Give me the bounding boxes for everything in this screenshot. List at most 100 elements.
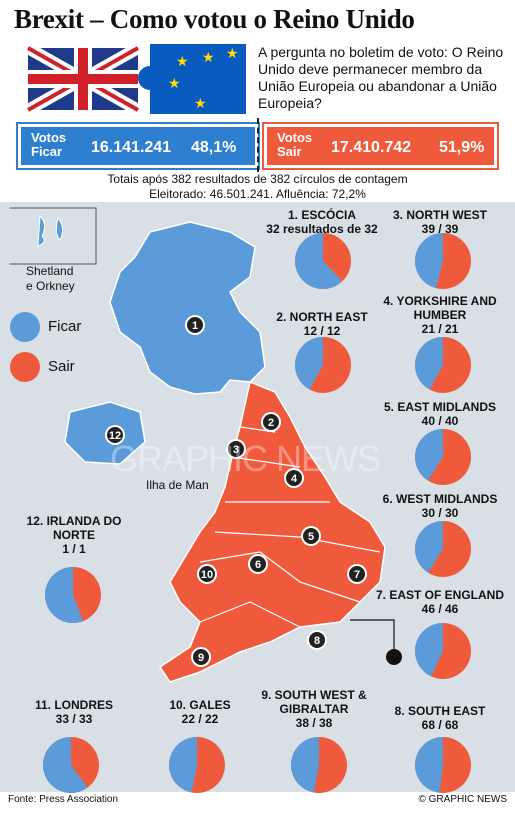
region-label-10: 10. GALES 22 / 22 [140,698,260,726]
summary-line-1: Totais após 382 resultados de 382 círcul… [107,172,408,186]
region-badge-8: 8 [314,635,320,647]
region-pie-3 [415,233,471,289]
region-pie-7 [415,623,471,679]
ballot-question: A pergunta no boletim de voto: O Reino U… [258,44,504,111]
region-name-1: 1. ESCÓCIA [287,208,356,222]
region-badge-2: 2 [268,417,274,429]
region-label-11: 11. LONDRES 33 / 33 [14,698,134,726]
leave-total: Votos Sair 17.410.742 51,9% [262,122,499,170]
region-label-12: 12. IRLANDA DO NORTE 1 / 1 [14,514,134,556]
pie-slice-remain-8 [414,737,443,793]
region-count-5: 40 / 40 [421,414,459,428]
region-pie-6 [415,521,471,577]
region-count-9: 38 / 38 [295,716,333,730]
region-name-10: 10. GALES [169,698,231,712]
region-label-8: 8. SOUTH EAST 68 / 68 [380,704,500,732]
region-name-9: 9. SOUTH WEST & GIBRALTAR [261,688,367,716]
region-label-3: 3. NORTH WEST 39 / 39 [380,208,500,236]
leave-label-2: Sair [277,144,302,159]
region-name-2: 2. NORTH EAST [276,310,368,324]
remain-total: Votos Ficar 16.141.241 48,1% [16,122,260,170]
region-label-6: 6. WEST MIDLANDS 30 / 30 [370,492,510,520]
leave-percent: 51,9% [439,139,485,156]
region-pie-4 [415,337,471,393]
region-badge-4: 4 [291,473,298,485]
remain-percent: 48,1% [191,139,237,156]
region-badge-6: 6 [255,559,261,571]
region-pie-5 [415,429,471,485]
region-count-1: 32 resultados de 32 [266,222,378,236]
pie-slice-remain-2 [295,337,323,390]
region-label-7: 7. EAST OF ENGLAND 46 / 46 [370,588,510,616]
page-title: Brexit – Como votou o Reino Unido [14,4,415,34]
northern-ireland-shape [64,401,146,465]
pie-slice-remain-9 [291,737,319,793]
region-pie-10 [169,737,225,793]
uk-map: 1 2 3 4 5 6 7 8 9 10 12 [10,207,402,683]
region-label-9: 9. SOUTH WEST & GIBRALTAR 38 / 38 [254,688,374,730]
region-count-10: 22 / 22 [181,712,219,726]
svg-text:★: ★ [226,46,239,62]
region-count-12: 1 / 1 [62,542,86,556]
region-label-4: 4. YORKSHIRE AND HUMBER 21 / 21 [380,294,500,336]
region-name-8: 8. SOUTH EAST [394,704,486,718]
pie-slice-remain-1 [295,233,343,289]
remain-label-2: Ficar [31,144,63,159]
region-count-3: 39 / 39 [421,222,459,236]
pie-slice-remain-6 [415,521,443,573]
region-name-6: 6. WEST MIDLANDS [382,492,498,506]
pie-slice-remain-3 [415,233,443,289]
region-pie-9 [291,737,347,793]
region-badge-12: 12 [109,430,121,442]
region-badge-3: 3 [233,444,239,456]
legend-leave-swatch [10,352,40,382]
region-name-4: 4. YORKSHIRE AND HUMBER [383,294,497,322]
region-label-5: 5. EAST MIDLANDS 40 / 40 [370,400,510,428]
region-name-7: 7. EAST OF ENGLAND [375,588,504,602]
svg-text:★: ★ [194,96,207,112]
svg-text:★: ★ [202,50,215,66]
eu-stars-icon: ★ ★ ★ ★ ★ [168,46,239,112]
region-name-3: 3. NORTH WEST [392,208,487,222]
svg-text:★: ★ [176,54,189,70]
leave-label-1: Votos [277,130,313,145]
pie-slice-remain-12 [45,567,84,623]
legend-leave-label: Sair [48,358,75,375]
remain-label-1: Votos [31,130,67,145]
region-pie-1 [295,233,351,289]
isle-of-man-label: Ilha de Man [146,478,209,492]
shetland-shape [37,214,64,247]
region-name-12: 12. IRLANDA DO NORTE [26,514,122,542]
region-badge-9: 9 [198,652,204,664]
pie-slice-remain-4 [415,337,443,390]
source-note: Fonte: Press Association [8,794,119,805]
pie-slice-remain-10 [169,737,197,793]
region-count-6: 30 / 30 [421,506,459,520]
region-count-2: 12 / 12 [303,324,341,338]
scotland-shape [109,221,266,395]
region-badge-1: 1 [192,320,198,332]
region-label-1: 1. ESCÓCIA 32 resultados de 32 [262,208,382,236]
legend-remain-swatch [10,312,40,342]
pie-slice-remain-11 [43,737,88,793]
region-pie-2 [295,337,351,393]
region-count-8: 68 / 68 [421,718,459,732]
region-count-7: 46 / 46 [421,602,459,616]
region-pie-12 [45,567,101,623]
pie-slice-remain-5 [415,429,443,481]
results-divider [257,118,259,172]
region-badge-10: 10 [201,569,213,581]
shetland-label: Shetland e Orkney [26,264,75,293]
region-label-2: 2. NORTH EAST 12 / 12 [262,310,382,338]
region-pie-11 [43,737,99,793]
leave-count: 17.410.742 [331,139,412,156]
region-name-11: 11. LONDRES [34,698,114,712]
national-results-bar: Votos Ficar 16.141.241 48,1% Votos Sair … [16,122,499,170]
svg-text:★: ★ [168,76,181,92]
region-count-4: 21 / 21 [421,322,459,336]
london-marker [386,649,402,665]
summary-line-2: Eleitorado: 46.501.241. Afluência: 72,2% [149,187,366,201]
remain-count: 16.141.241 [91,139,172,156]
region-badge-7: 7 [354,569,360,581]
region-badge-5: 5 [308,531,314,543]
